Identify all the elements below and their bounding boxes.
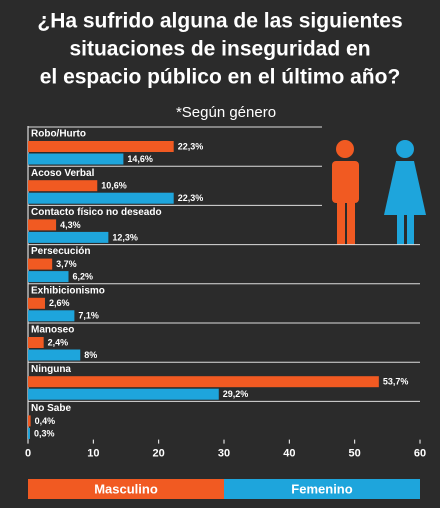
value-label: 0,3% (34, 428, 55, 438)
x-tick-label: 30 (218, 448, 230, 460)
subtitle: *Según género (176, 104, 276, 121)
value-label: 6,2% (73, 271, 94, 281)
bar (28, 427, 30, 439)
bar (28, 310, 75, 322)
value-label: 29,2% (223, 389, 249, 399)
legend-label: Masculino (94, 481, 158, 496)
bar (28, 180, 98, 192)
bar (28, 337, 44, 348)
category-label: Ninguna (31, 364, 71, 375)
value-label: 22,3% (178, 141, 204, 151)
value-label: 12,3% (112, 232, 138, 242)
bar (28, 219, 57, 231)
value-label: 3,7% (56, 259, 77, 269)
value-label: 2,6% (49, 298, 70, 308)
chart-title: el espacio público en el último año? (40, 66, 401, 89)
value-label: 7,1% (78, 311, 99, 321)
value-label: 10,6% (101, 181, 127, 191)
value-label: 2,4% (48, 337, 69, 347)
value-label: 53,7% (383, 377, 409, 387)
chart-title: ¿Ha sufrido alguna de las siguientes (37, 10, 402, 33)
bar (28, 141, 174, 152)
bar (28, 376, 379, 388)
value-label: 14,6% (127, 154, 153, 164)
category-label: Persecución (31, 246, 90, 257)
x-tick-label: 60 (414, 448, 426, 460)
category-label: Manoseo (31, 325, 74, 336)
woman-icon (384, 140, 426, 245)
bar (28, 192, 174, 204)
category-label: No Sabe (31, 403, 71, 414)
legend-swatch (28, 479, 224, 499)
x-tick-label: 50 (349, 448, 361, 460)
value-label: 8% (84, 350, 97, 360)
bar (28, 258, 53, 270)
bar (28, 349, 81, 361)
value-label: 0,4% (35, 416, 56, 426)
category-label: Acoso Verbal (31, 168, 95, 179)
bar (28, 153, 124, 165)
value-label: 4,3% (60, 220, 81, 230)
value-label: 22,3% (178, 193, 204, 203)
bar (28, 388, 219, 400)
chart-title: situaciones de inseguridad en (69, 38, 370, 61)
bar (28, 297, 45, 309)
bar (28, 231, 109, 243)
category-label: Robo/Hurto (31, 129, 86, 140)
legend-label: Femenino (291, 481, 352, 496)
bar (28, 415, 31, 427)
category-label: Contacto físico no deseado (31, 207, 162, 218)
x-tick-label: 10 (87, 448, 99, 460)
x-tick-label: 20 (153, 448, 165, 460)
legend-swatch (224, 479, 420, 499)
x-tick-label: 0 (25, 448, 31, 460)
bar (28, 271, 69, 283)
x-tick-label: 40 (283, 448, 295, 460)
category-label: Exhibicionismo (31, 285, 105, 296)
man-icon (332, 140, 359, 245)
